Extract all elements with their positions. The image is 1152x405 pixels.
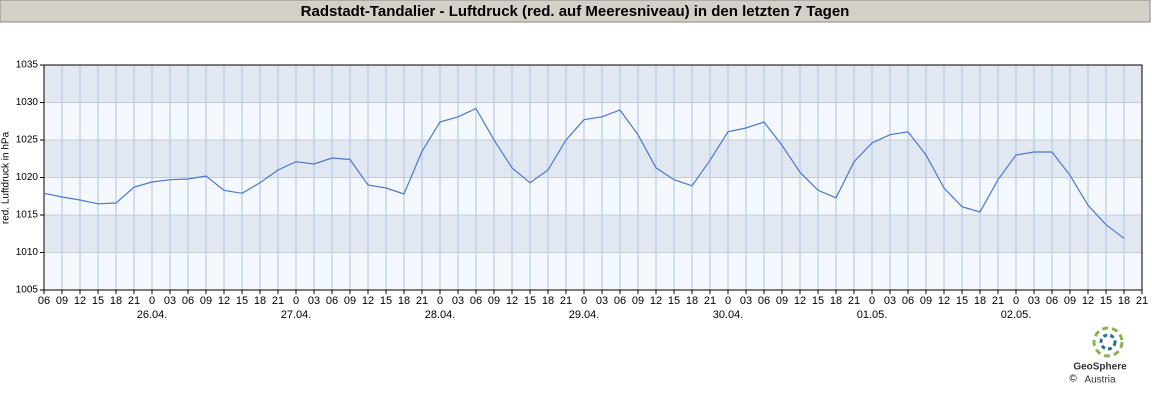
x-tick-label: 18	[974, 295, 986, 307]
x-tick-label: 12	[362, 295, 374, 307]
x-tick-label: 12	[1082, 295, 1094, 307]
x-tick-label: 0	[437, 295, 443, 307]
x-tick-label: 12	[218, 295, 230, 307]
y-tick-label: 1015	[16, 210, 39, 221]
x-tick-label: 12	[506, 295, 518, 307]
x-tick-label: 06	[326, 295, 338, 307]
x-tick-label: 09	[920, 295, 932, 307]
plot-area	[43, 64, 1143, 291]
x-tick-label: 12	[938, 295, 950, 307]
logo-mark	[1099, 333, 1117, 351]
y-tick-label: 1025	[16, 135, 39, 146]
date-label: 26.04.	[137, 309, 168, 321]
x-tick-label: 09	[632, 295, 644, 307]
x-tick-label: 06	[758, 295, 770, 307]
x-tick-label: 21	[272, 295, 284, 307]
grid-band	[44, 215, 1142, 253]
x-tick-label: 12	[794, 295, 806, 307]
x-tick-label: 06	[182, 295, 194, 307]
x-tick-label: 15	[956, 295, 968, 307]
date-label: 01.05.	[857, 309, 888, 321]
x-tick-label: 18	[398, 295, 410, 307]
data-line	[43, 107, 1125, 239]
x-tick-label: 0	[293, 295, 299, 307]
date-label: 30.04.	[713, 309, 744, 321]
x-tick-label: 18	[1118, 295, 1130, 307]
x-tick-label: 15	[92, 295, 104, 307]
x-tick-label: 21	[128, 295, 140, 307]
logo: GeoSphere Austria ©	[1069, 326, 1127, 386]
x-tick-label: 06	[902, 295, 914, 307]
x-tick-label: 15	[236, 295, 248, 307]
x-tick-label: 06	[38, 295, 50, 307]
x-tick-label: 03	[452, 295, 464, 307]
grid-band	[44, 140, 1142, 178]
x-tick-label: 06	[1046, 295, 1058, 307]
x-tick-label: 15	[668, 295, 680, 307]
x-tick-label: 18	[830, 295, 842, 307]
y-axis-label: red. Luftdruck in hPa	[1, 131, 12, 224]
grid-band	[44, 65, 1142, 103]
x-tick-label: 03	[308, 295, 320, 307]
x-tick-label: 03	[596, 295, 608, 307]
x-tick-label: 15	[1100, 295, 1112, 307]
x-tick-label: 09	[344, 295, 356, 307]
x-tick-label: 18	[254, 295, 266, 307]
x-tick-label: 12	[74, 295, 86, 307]
x-tick-label: 21	[416, 295, 428, 307]
y-tick-label: 1030	[16, 97, 39, 108]
x-tick-label: 18	[110, 295, 122, 307]
logo-sub: Austria	[1084, 375, 1116, 386]
x-tick-label: 06	[614, 295, 626, 307]
y-tick-label: 1010	[16, 247, 39, 258]
x-tick-label: 21	[848, 295, 860, 307]
x-tick-label: 15	[812, 295, 824, 307]
x-tick-label: 03	[884, 295, 896, 307]
x-tick-label: 21	[1136, 295, 1148, 307]
copyright: ©	[1069, 374, 1077, 385]
x-tick-label: 03	[1028, 295, 1040, 307]
x-tick-label: 03	[740, 295, 752, 307]
y-tick-label: 1020	[16, 172, 39, 183]
y-tick-label: 1035	[16, 60, 39, 71]
logo-name: GeoSphere	[1073, 362, 1127, 373]
x-tick-label: 12	[650, 295, 662, 307]
y-tick-label: 1005	[16, 285, 39, 296]
x-tick-label: 0	[149, 295, 155, 307]
chart-title: Radstadt-Tandalier - Luftdruck (red. auf…	[301, 3, 850, 20]
x-tick-label: 0	[869, 295, 875, 307]
x-tick-label: 15	[524, 295, 536, 307]
x-tick-label: 18	[542, 295, 554, 307]
plot-border	[43, 64, 1143, 291]
logo-mark	[1092, 326, 1124, 358]
date-label: 27.04.	[281, 309, 312, 321]
x-tick-label: 18	[686, 295, 698, 307]
x-tick-label: 09	[1064, 295, 1076, 307]
date-label: 29.04.	[569, 309, 600, 321]
date-label: 28.04.	[425, 309, 456, 321]
date-label: 02.05.	[1001, 309, 1032, 321]
x-tick-label: 09	[488, 295, 500, 307]
x-tick-label: 03	[164, 295, 176, 307]
x-tick-label: 06	[470, 295, 482, 307]
x-tick-label: 21	[560, 295, 572, 307]
x-tick-label: 09	[200, 295, 212, 307]
title-bar	[0, 0, 1151, 23]
x-tick-label: 09	[776, 295, 788, 307]
x-tick-label: 21	[704, 295, 716, 307]
x-tick-label: 0	[581, 295, 587, 307]
x-tick-label: 0	[1013, 295, 1019, 307]
x-tick-label: 0	[725, 295, 731, 307]
x-tick-label: 21	[992, 295, 1004, 307]
x-tick-label: 15	[380, 295, 392, 307]
x-tick-label: 09	[56, 295, 68, 307]
